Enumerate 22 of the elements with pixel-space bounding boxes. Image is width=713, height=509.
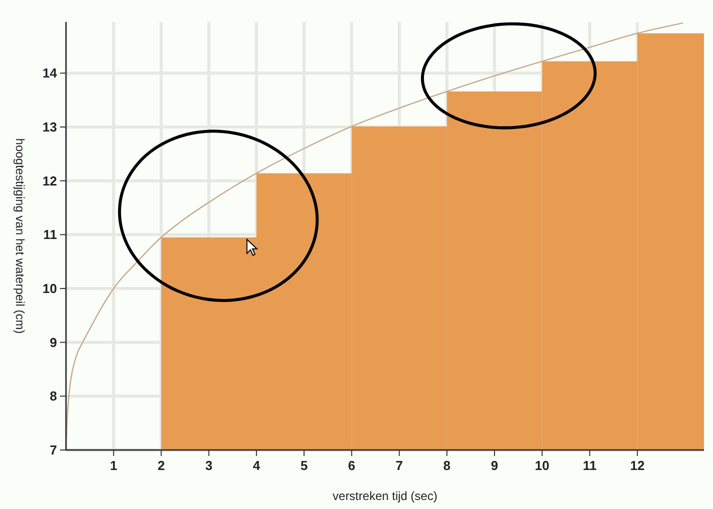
y-tick-label: 12 (42, 173, 57, 188)
x-tick-label: 2 (158, 458, 165, 473)
y-axis-title: hoogtestijging van het waterpeil (cm) (13, 138, 27, 334)
x-tick-label: 1 (110, 458, 118, 473)
x-axis-title: verstreken tijd (sec) (332, 489, 438, 503)
x-tick-label: 11 (582, 458, 597, 473)
x-tick-label: 9 (490, 458, 498, 473)
y-tick-label: 10 (42, 281, 57, 296)
x-tick-label: 12 (630, 458, 645, 473)
y-tick-label: 13 (42, 120, 57, 135)
x-tick-label: 4 (252, 458, 261, 473)
x-tick-label: 7 (396, 458, 403, 473)
x-tick-label: 3 (205, 458, 212, 473)
y-tick-label: 11 (43, 227, 57, 242)
x-tick-label: 8 (443, 458, 451, 473)
y-tick-label: 8 (50, 388, 57, 404)
y-tick-label: 14 (42, 66, 58, 81)
x-tick-label: 5 (300, 458, 308, 473)
x-tick-label: 10 (534, 458, 550, 473)
y-tick-label: 7 (50, 442, 57, 458)
y-tick-label: 9 (50, 334, 57, 350)
x-tick-label: 6 (348, 458, 356, 473)
